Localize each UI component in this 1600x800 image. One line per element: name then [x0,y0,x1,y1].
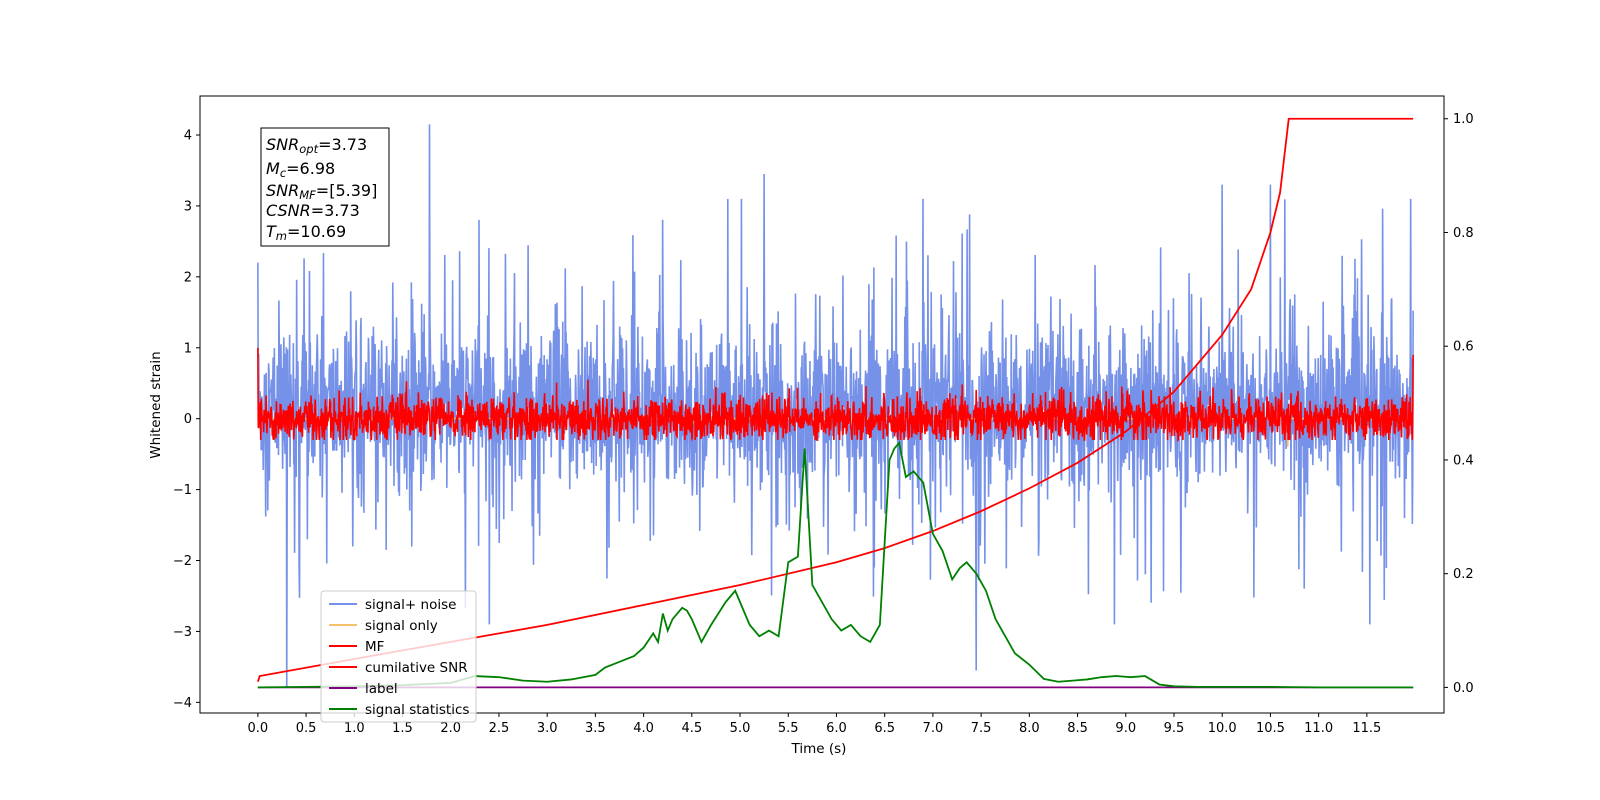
y-tick-label: 1 [184,341,192,356]
y-tick-label: 4 [184,129,192,144]
x-tick-label: 8.0 [1019,721,1040,736]
x-tick-label: 3.0 [537,721,558,736]
y-tick-label: 3 [184,199,192,214]
x-tick-label: 4.0 [633,721,654,736]
y-tick-label: −3 [173,625,192,640]
x-tick-label: 2.5 [489,721,510,736]
legend-label-mf: MF [365,639,384,655]
x-tick-label: 6.0 [826,721,847,736]
annotation-mc: Mc=6.98 [266,159,335,180]
x-tick-label: 1.0 [344,721,365,736]
legend-label-signal-noise: signal+ noise [365,597,456,613]
x-tick-label: 5.5 [778,721,799,736]
x-tick-label: 11.0 [1304,721,1333,736]
legend-label-cumulative-snr: cumilative SNR [365,660,468,676]
y-tick-label: −4 [173,696,192,711]
y2-tick-label: 1.0 [1453,112,1474,127]
x-tick-label: 9.5 [1164,721,1185,736]
annotation-snr-mf: SNRMF=[5.39] [266,181,377,202]
y2-tick-label: 0.4 [1453,453,1474,468]
y2-tick-label: 0.8 [1453,226,1474,241]
y2-tick-label: 0.0 [1453,681,1474,696]
x-tick-label: 0.5 [296,721,317,736]
x-tick-label: 7.5 [971,721,992,736]
y2-tick-label: 0.6 [1453,340,1474,355]
y-tick-label: −1 [173,483,192,498]
legend-label-signal-statistics: signal statistics [365,702,469,718]
x-tick-label: 10.0 [1208,721,1237,736]
y-tick-label: −2 [173,554,192,569]
annotation-box: SNRopt=3.73 Mc=6.98 SNRMF=[5.39] CSNR=3.… [261,128,389,246]
x-tick-label: 11.5 [1352,721,1381,736]
y-tick-label: 0 [184,412,192,427]
x-tick-label: 9.0 [1115,721,1136,736]
legend-label-signal-only: signal only [365,618,438,634]
y-axis-label: Whitened strain [148,351,164,458]
x-tick-label: 3.5 [585,721,606,736]
y2-tick-label: 0.2 [1453,567,1474,582]
legend: signal+ noise signal only MF cumilative … [321,591,476,722]
legend-label-label: label [365,681,398,697]
x-tick-label: 6.5 [874,721,895,736]
x-tick-label: 1.5 [392,721,413,736]
x-tick-label: 0.0 [248,721,269,736]
y-tick-label: 2 [184,270,192,285]
x-tick-label: 7.0 [923,721,944,736]
x-tick-label: 4.5 [681,721,702,736]
x-axis-label: Time (s) [791,741,847,757]
x-tick-label: 2.0 [440,721,461,736]
x-tick-label: 5.0 [730,721,751,736]
x-tick-label: 10.5 [1256,721,1285,736]
annotation-csnr: CSNR=3.73 [266,201,360,220]
x-tick-label: 8.5 [1067,721,1088,736]
